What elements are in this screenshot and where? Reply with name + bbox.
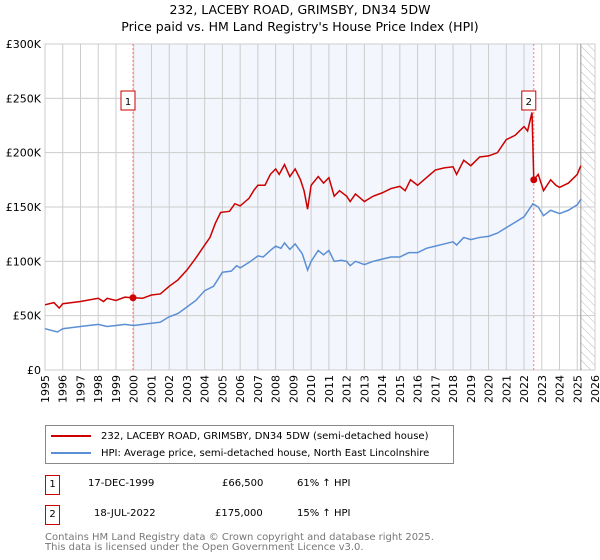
transaction-hpi: 61% ↑ HPI xyxy=(297,478,351,489)
x-tick-label: 2016 xyxy=(412,375,425,403)
hpi-line xyxy=(44,198,582,333)
x-tick-label: 2023 xyxy=(536,375,549,403)
x-tick-label: 2025 xyxy=(571,375,584,403)
x-tick-label: 2019 xyxy=(465,375,478,403)
x-tick-label: 2024 xyxy=(554,375,567,403)
footer-line: Contains HM Land Registry data © Crown c… xyxy=(45,532,434,543)
x-tick-label: 2006 xyxy=(234,375,247,403)
y-tick-label: £50K xyxy=(13,310,42,323)
x-tick-label: 1996 xyxy=(57,375,70,403)
x-tick-label: 2020 xyxy=(483,375,496,403)
legend-label: 232, LACEBY ROAD, GRIMSBY, DN34 5DW (sem… xyxy=(101,430,429,442)
x-tick-label: 2021 xyxy=(500,375,513,403)
property-price-line xyxy=(44,112,582,310)
y-tick-label: £300K xyxy=(6,38,42,51)
x-tick-label: 2007 xyxy=(252,375,265,403)
price-chart: 1995 1996 1997 1998 1999 2000 2001 2002 2003 2004… xyxy=(6,38,600,403)
x-tick-label: 2003 xyxy=(181,375,194,403)
legend-swatch-blue xyxy=(51,452,91,454)
x-tick-label: 2009 xyxy=(287,375,300,403)
transaction-price: £175,000 xyxy=(215,508,263,519)
x-tick-label: 1997 xyxy=(74,375,87,403)
sale-label: 1 xyxy=(125,97,131,108)
legend-item-property: 232, LACEBY ROAD, GRIMSBY, DN34 5DW (sem… xyxy=(46,428,428,444)
sale-label-box xyxy=(521,90,537,111)
y-tick-label: £0 xyxy=(27,364,41,377)
legend-item-hpi: HPI: Average price, semi-detached house,… xyxy=(46,445,429,461)
marker-badge: 1 xyxy=(45,475,60,495)
y-tick-label: £200K xyxy=(6,147,42,160)
x-tick-label: 2015 xyxy=(394,375,407,403)
legend-swatch-red xyxy=(51,435,91,437)
chart-title: 232, LACEBY ROAD, GRIMSBY, DN34 5DW xyxy=(169,2,431,17)
plot-frame xyxy=(44,43,596,371)
sale-label-box xyxy=(120,90,136,111)
x-tick-label: 2001 xyxy=(145,375,158,403)
transaction-date: 17-DEC-1999 xyxy=(88,478,155,489)
x-tick-label: 1998 xyxy=(92,375,105,403)
transaction-hpi: 15% ↑ HPI xyxy=(297,508,351,519)
legend-label: HPI: Average price, semi-detached house,… xyxy=(101,447,430,459)
transaction-row: 2 18-JUL-2022 £175,000 15% ↑ HPI xyxy=(45,505,545,525)
x-tick-label: 2026 xyxy=(589,375,600,403)
x-tick-label: 2012 xyxy=(341,375,354,403)
footer: Contains HM Land Registry data © Crown c… xyxy=(45,533,434,553)
x-tick-label: 2002 xyxy=(163,375,176,403)
x-tick-label: 2022 xyxy=(518,375,531,403)
y-tick-label: £150K xyxy=(6,201,42,214)
x-tick-label: 2004 xyxy=(199,375,212,403)
sale-point xyxy=(129,294,137,302)
x-tick-label: 2008 xyxy=(270,375,283,403)
chart-subtitle: Price paid vs. HM Land Registry's House … xyxy=(121,19,479,34)
x-tick-label: 2013 xyxy=(358,375,371,403)
transaction-price: £66,500 xyxy=(222,478,264,489)
x-tick-label: 2010 xyxy=(305,375,318,403)
x-tick-label: 2018 xyxy=(447,375,460,403)
transaction-row: 1 17-DEC-1999 £66,500 61% ↑ HPI xyxy=(45,475,545,495)
transaction-date: 18-JUL-2022 xyxy=(94,508,156,519)
x-tick-label: 2011 xyxy=(323,375,336,403)
footer-line: This data is licensed under the Open Gov… xyxy=(45,542,364,553)
x-tick-label: 2000 xyxy=(128,375,141,403)
sale-label: 2 xyxy=(526,97,532,108)
x-tick-label: 2017 xyxy=(429,375,442,403)
marker-badge: 2 xyxy=(45,505,60,525)
x-tick-label: 2005 xyxy=(216,375,229,403)
legend: 232, LACEBY ROAD, GRIMSBY, DN34 5DW (sem… xyxy=(45,425,454,464)
sale-point xyxy=(530,176,538,184)
y-tick-label: £250K xyxy=(6,92,42,105)
x-tick-label: 2014 xyxy=(376,375,389,403)
y-tick-label: £100K xyxy=(6,255,42,268)
x-tick-label: 1995 xyxy=(39,375,52,403)
x-tick-label: 1999 xyxy=(110,375,123,403)
